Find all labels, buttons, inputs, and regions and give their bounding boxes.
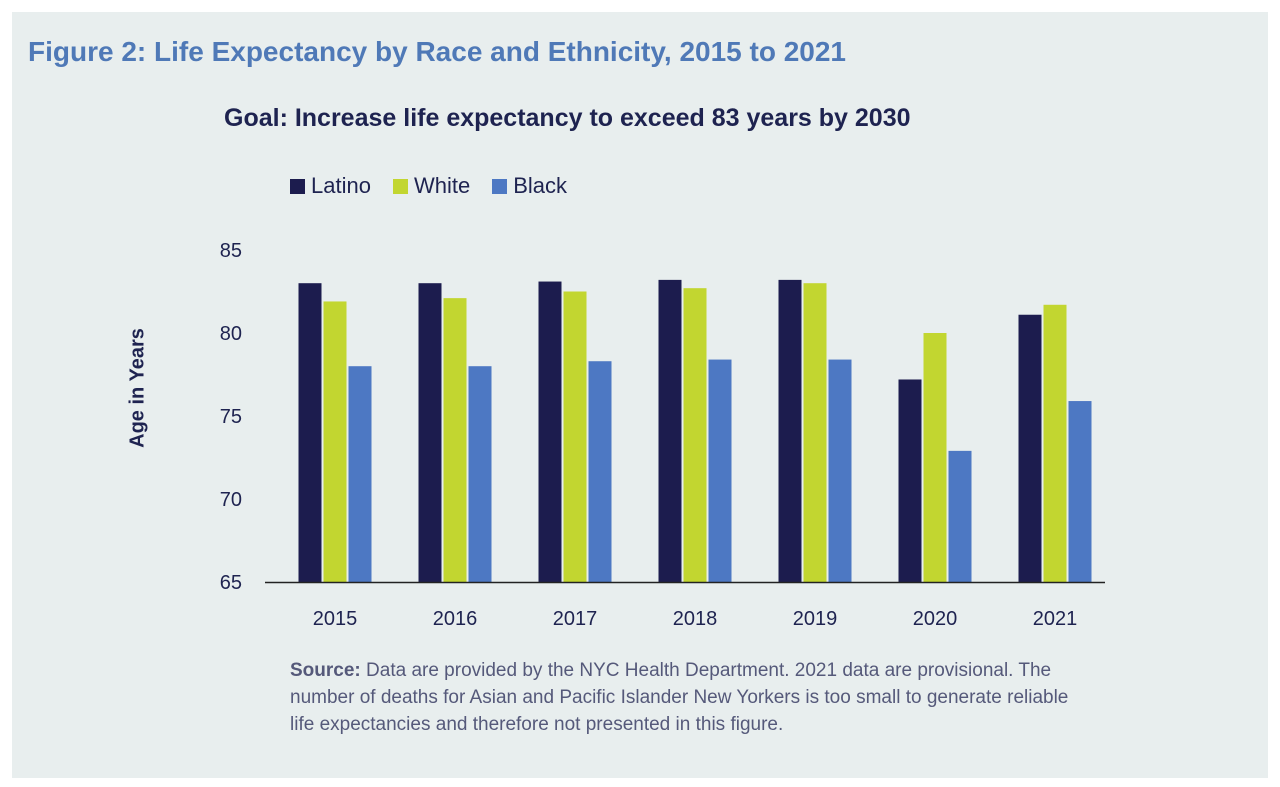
source-note: Source: Data are provided by the NYC Hea… [290, 657, 1090, 738]
source-label: Source: [290, 660, 361, 681]
bar-latino-2015 [298, 283, 322, 582]
bar-white-2017 [563, 291, 587, 582]
bar-white-2018 [683, 288, 707, 582]
y-tick-label: 85 [220, 240, 242, 262]
legend: Latino White Black [290, 173, 567, 199]
bar-black-2020 [948, 450, 972, 582]
x-tick-label: 2019 [793, 608, 838, 630]
bar-latino-2016 [418, 283, 442, 582]
bar-black-2015 [348, 366, 372, 582]
bar-white-2019 [803, 283, 827, 582]
legend-swatch-latino [290, 178, 305, 194]
x-tick-label: 2021 [1033, 608, 1078, 630]
bar-black-2016 [468, 366, 492, 582]
x-tick-label: 2017 [553, 608, 598, 630]
bar-black-2021 [1068, 401, 1092, 582]
legend-label-latino: Latino [311, 173, 371, 198]
bar-black-2019 [828, 359, 852, 582]
bar-latino-2017 [538, 281, 562, 582]
legend-swatch-white [392, 178, 408, 194]
legend-label-black: Black [513, 173, 567, 198]
chart-title: Goal: Increase life expectancy to exceed… [224, 104, 911, 132]
figure-title: Figure 2: Life Expectancy by Race and Et… [28, 36, 847, 67]
bar-white-2020 [923, 333, 947, 582]
bar-black-2018 [708, 359, 732, 582]
y-tick-label: 65 [220, 572, 242, 594]
legend-item-black: Black [492, 173, 567, 199]
bar-latino-2019 [778, 279, 802, 582]
y-tick-label: 80 [220, 323, 242, 345]
bar-white-2016 [443, 298, 467, 582]
x-tick-label: 2015 [313, 608, 358, 630]
bar-latino-2018 [658, 279, 682, 582]
y-tick-label: 75 [220, 406, 242, 428]
y-tick-label: 70 [220, 489, 242, 511]
legend-item-white: White [392, 173, 471, 199]
bar-black-2017 [588, 361, 612, 582]
bar-latino-2020 [898, 379, 922, 582]
legend-item-latino: Latino [290, 173, 371, 199]
legend-swatch-black [492, 178, 508, 194]
x-tick-label: 2016 [433, 608, 478, 630]
legend-label-white: White [413, 173, 471, 198]
bar-white-2015 [323, 301, 347, 582]
x-tick-label: 2020 [913, 608, 958, 630]
source-text: Data are provided by the NYC Health Depa… [290, 660, 1069, 735]
bar-white-2021 [1043, 304, 1067, 582]
bar-latino-2021 [1018, 314, 1042, 582]
x-tick-label: 2018 [673, 608, 718, 630]
